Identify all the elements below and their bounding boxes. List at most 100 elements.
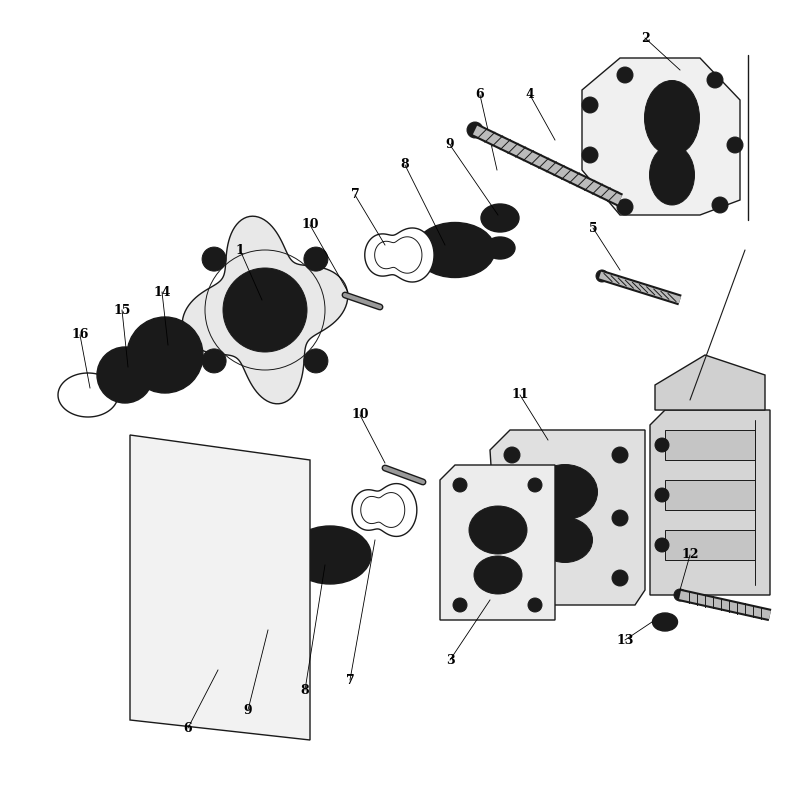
Circle shape: [97, 347, 153, 403]
Polygon shape: [182, 216, 348, 404]
Circle shape: [151, 341, 179, 369]
Ellipse shape: [202, 649, 248, 682]
Ellipse shape: [261, 621, 283, 635]
Circle shape: [223, 268, 307, 352]
Circle shape: [582, 147, 598, 163]
Circle shape: [309, 252, 323, 266]
Text: 5: 5: [589, 222, 598, 234]
Ellipse shape: [252, 580, 292, 610]
Polygon shape: [655, 355, 765, 410]
Circle shape: [504, 570, 520, 586]
Circle shape: [134, 378, 139, 385]
Ellipse shape: [415, 222, 495, 278]
Ellipse shape: [481, 204, 519, 232]
Ellipse shape: [256, 617, 288, 639]
Text: 6: 6: [476, 89, 484, 102]
Bar: [665, 430, 755, 460]
Circle shape: [528, 598, 542, 612]
Ellipse shape: [538, 518, 593, 562]
Circle shape: [655, 438, 669, 452]
Circle shape: [129, 361, 134, 366]
Circle shape: [727, 137, 743, 153]
Circle shape: [596, 270, 608, 282]
Text: 10: 10: [302, 218, 318, 231]
Ellipse shape: [469, 506, 527, 554]
Text: 7: 7: [350, 189, 359, 202]
Circle shape: [207, 252, 221, 266]
Polygon shape: [365, 228, 434, 282]
Text: 10: 10: [351, 409, 369, 422]
Circle shape: [134, 366, 139, 371]
Polygon shape: [130, 435, 310, 740]
Circle shape: [202, 349, 226, 373]
Text: 3: 3: [446, 654, 454, 666]
Bar: [665, 530, 755, 560]
Text: 9: 9: [446, 138, 454, 151]
Circle shape: [250, 295, 280, 325]
Circle shape: [115, 383, 122, 390]
Ellipse shape: [193, 641, 258, 689]
Polygon shape: [440, 465, 555, 620]
Polygon shape: [650, 410, 770, 595]
Circle shape: [617, 199, 633, 215]
Polygon shape: [352, 483, 417, 537]
Circle shape: [617, 67, 633, 83]
Ellipse shape: [486, 208, 514, 228]
Circle shape: [122, 359, 128, 365]
Circle shape: [612, 510, 628, 526]
Text: 6: 6: [184, 722, 192, 734]
Text: 15: 15: [114, 303, 130, 317]
Text: 11: 11: [511, 389, 529, 402]
Ellipse shape: [299, 534, 361, 576]
Ellipse shape: [289, 526, 371, 584]
Circle shape: [712, 197, 728, 213]
Polygon shape: [374, 237, 422, 273]
Ellipse shape: [653, 613, 678, 631]
Circle shape: [582, 97, 598, 113]
Circle shape: [122, 385, 128, 391]
Ellipse shape: [258, 585, 286, 605]
Polygon shape: [490, 430, 645, 605]
Circle shape: [140, 330, 190, 380]
Circle shape: [202, 247, 226, 271]
Ellipse shape: [650, 145, 694, 205]
Circle shape: [612, 570, 628, 586]
Text: 1: 1: [236, 243, 244, 257]
Circle shape: [707, 72, 723, 88]
Polygon shape: [582, 58, 740, 215]
Circle shape: [309, 354, 323, 368]
Bar: [665, 480, 755, 510]
Circle shape: [674, 589, 686, 601]
Circle shape: [129, 383, 134, 390]
Circle shape: [115, 365, 135, 385]
Circle shape: [528, 478, 542, 492]
Ellipse shape: [645, 81, 699, 155]
Circle shape: [127, 317, 203, 393]
Text: 12: 12: [682, 549, 698, 562]
Text: 8: 8: [301, 683, 310, 697]
Circle shape: [115, 361, 122, 366]
Circle shape: [467, 122, 483, 138]
Text: 14: 14: [154, 286, 170, 298]
Circle shape: [109, 372, 115, 378]
Circle shape: [110, 366, 117, 371]
Circle shape: [304, 247, 328, 271]
Text: 13: 13: [616, 634, 634, 646]
Text: 9: 9: [244, 703, 252, 717]
Circle shape: [504, 447, 520, 463]
Ellipse shape: [489, 241, 511, 255]
Circle shape: [453, 598, 467, 612]
Circle shape: [207, 354, 221, 368]
Ellipse shape: [533, 465, 598, 519]
Text: 4: 4: [526, 89, 534, 102]
Ellipse shape: [425, 230, 485, 270]
Circle shape: [655, 538, 669, 552]
Ellipse shape: [485, 237, 515, 259]
Circle shape: [110, 378, 117, 385]
Ellipse shape: [474, 556, 522, 594]
Circle shape: [612, 447, 628, 463]
Circle shape: [107, 357, 143, 393]
Circle shape: [504, 510, 520, 526]
Text: 8: 8: [401, 158, 410, 171]
Text: 7: 7: [346, 674, 354, 686]
